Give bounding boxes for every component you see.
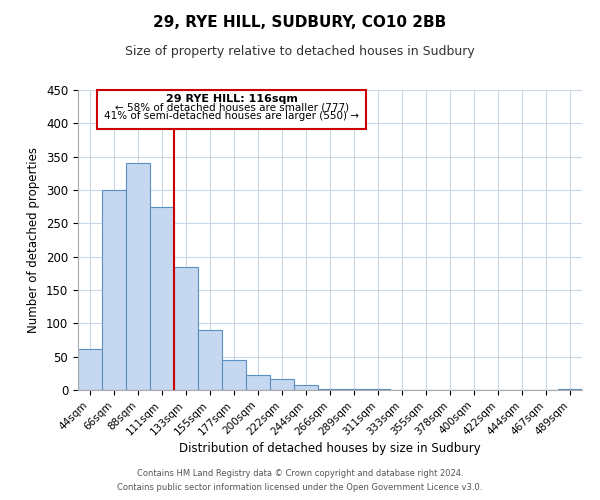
Text: 29, RYE HILL, SUDBURY, CO10 2BB: 29, RYE HILL, SUDBURY, CO10 2BB xyxy=(154,15,446,30)
Text: Contains HM Land Registry data © Crown copyright and database right 2024.: Contains HM Land Registry data © Crown c… xyxy=(137,468,463,477)
Text: 41% of semi-detached houses are larger (550) →: 41% of semi-detached houses are larger (… xyxy=(104,110,359,120)
Bar xyxy=(102,190,126,390)
Text: 29 RYE HILL: 116sqm: 29 RYE HILL: 116sqm xyxy=(166,94,298,104)
Bar xyxy=(174,266,198,390)
X-axis label: Distribution of detached houses by size in Sudbury: Distribution of detached houses by size … xyxy=(179,442,481,455)
Bar xyxy=(294,386,318,390)
Bar xyxy=(318,388,342,390)
Bar xyxy=(150,206,174,390)
Bar xyxy=(126,164,150,390)
Bar xyxy=(270,380,294,390)
Text: Size of property relative to detached houses in Sudbury: Size of property relative to detached ho… xyxy=(125,45,475,58)
Bar xyxy=(198,330,222,390)
Text: Contains public sector information licensed under the Open Government Licence v3: Contains public sector information licen… xyxy=(118,484,482,492)
Bar xyxy=(558,388,582,390)
Bar xyxy=(246,374,270,390)
Y-axis label: Number of detached properties: Number of detached properties xyxy=(28,147,40,333)
Bar xyxy=(222,360,246,390)
Bar xyxy=(78,348,102,390)
FancyBboxPatch shape xyxy=(97,90,366,128)
Text: ← 58% of detached houses are smaller (777): ← 58% of detached houses are smaller (77… xyxy=(115,102,349,113)
